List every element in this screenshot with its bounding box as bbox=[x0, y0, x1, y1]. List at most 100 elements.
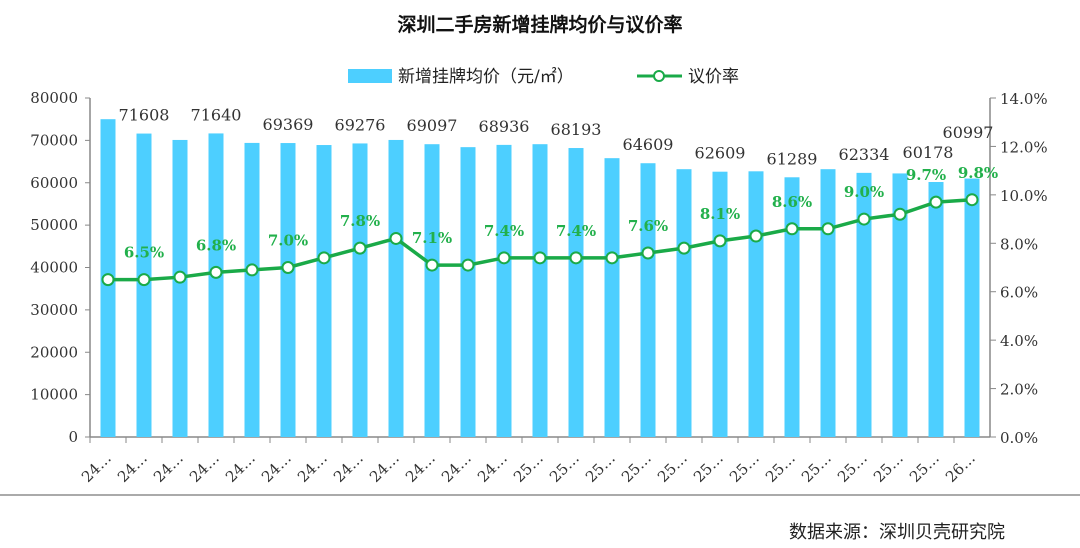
rate-point bbox=[173, 270, 187, 284]
x-tick-label: 24… bbox=[222, 449, 259, 486]
x-tick-label: 25… bbox=[582, 449, 619, 486]
rate-value-label: 9.0% bbox=[844, 183, 884, 201]
legend-bar-swatch bbox=[348, 69, 392, 83]
rate-point bbox=[353, 241, 367, 255]
x-tick-label: 24… bbox=[330, 449, 367, 486]
bar-value-label: 60178 bbox=[903, 143, 954, 162]
x-tick-label: 24… bbox=[402, 449, 439, 486]
rate-point bbox=[893, 207, 907, 221]
bar-value-label: 64609 bbox=[623, 135, 674, 154]
bar bbox=[208, 133, 224, 437]
rate-point bbox=[101, 273, 115, 287]
bar bbox=[460, 147, 476, 437]
x-tick-label: 24… bbox=[258, 449, 295, 486]
x-tick-label: 24… bbox=[294, 449, 331, 486]
bar-value-label: 68936 bbox=[479, 117, 530, 136]
rate-value-label: 7.0% bbox=[268, 232, 308, 250]
x-tick-label: 25… bbox=[798, 449, 835, 486]
bar bbox=[748, 171, 764, 437]
rate-point bbox=[461, 258, 475, 272]
rate-value-label: 6.5% bbox=[124, 244, 164, 262]
rate-point bbox=[209, 265, 223, 279]
bar bbox=[172, 139, 188, 438]
x-tick-label: 24… bbox=[366, 449, 403, 486]
y-right-tick-label: 14.0% bbox=[1000, 90, 1048, 108]
rate-point bbox=[929, 195, 943, 209]
bar-value-label: 69369 bbox=[263, 115, 314, 134]
y-left-tick-label: 80000 bbox=[30, 89, 78, 107]
y-right-tick-label: 12.0% bbox=[1000, 138, 1048, 156]
x-tick-label: 25… bbox=[870, 449, 907, 486]
x-tick-label: 25… bbox=[690, 449, 727, 486]
x-tick-label: 25… bbox=[834, 449, 871, 486]
x-tick-label: 25… bbox=[618, 449, 655, 486]
bar-value-label: 69097 bbox=[407, 116, 458, 135]
rate-point bbox=[245, 263, 259, 277]
rate-value-label: 9.7% bbox=[906, 166, 946, 184]
rate-point bbox=[425, 258, 439, 272]
rate-point bbox=[785, 222, 799, 236]
legend-bar-label: 新增挂牌均价（元/㎡） bbox=[398, 67, 574, 87]
y-left-tick-label: 0 bbox=[68, 428, 78, 446]
x-tick-label: 24… bbox=[114, 449, 151, 486]
x-tick-label: 25… bbox=[546, 449, 583, 486]
rate-point bbox=[317, 251, 331, 265]
y-left-tick-label: 70000 bbox=[30, 131, 78, 149]
rate-value-label: 7.8% bbox=[340, 212, 380, 230]
x-tick-label: 26… bbox=[942, 449, 979, 486]
rate-value-label: 7.1% bbox=[412, 229, 452, 247]
y-right-tick-label: 6.0% bbox=[1000, 284, 1038, 302]
x-tick-label: 24… bbox=[186, 449, 223, 486]
bar-value-label: 71608 bbox=[119, 106, 170, 125]
legend: 新增挂牌均价（元/㎡） 议价率 bbox=[348, 67, 739, 87]
y-left-tick-label: 40000 bbox=[30, 259, 78, 277]
bar bbox=[316, 145, 332, 437]
x-tick-label: 25… bbox=[726, 449, 763, 486]
rate-point bbox=[605, 251, 619, 265]
bar bbox=[496, 144, 512, 437]
rate-point bbox=[965, 193, 979, 207]
bar-value-label: 68193 bbox=[551, 120, 602, 139]
bar-value-label: 71640 bbox=[191, 105, 242, 124]
y-left-tick-label: 10000 bbox=[30, 386, 78, 404]
rate-value-label: 8.1% bbox=[700, 205, 740, 223]
x-tick-label: 24… bbox=[474, 449, 511, 486]
bar bbox=[244, 142, 260, 438]
rate-value-label: 7.6% bbox=[628, 217, 668, 235]
rate-value-label: 8.6% bbox=[772, 193, 812, 211]
chart-title: 深圳二手房新增挂牌均价与议价率 bbox=[397, 13, 682, 36]
rate-value-label: 7.4% bbox=[484, 222, 524, 240]
rate-point bbox=[281, 261, 295, 274]
bar bbox=[784, 177, 800, 438]
y-right-tick-label: 10.0% bbox=[1000, 187, 1048, 205]
rate-point bbox=[857, 212, 871, 226]
x-tick-label: 25… bbox=[510, 449, 547, 486]
x-tick-label: 25… bbox=[906, 449, 943, 486]
x-tick-label: 24… bbox=[150, 449, 187, 486]
bar bbox=[280, 143, 296, 437]
bar-value-label: 61289 bbox=[767, 149, 818, 168]
bar bbox=[892, 173, 908, 438]
legend-line-label: 议价率 bbox=[688, 67, 739, 87]
y-right-tick-label: 4.0% bbox=[1000, 332, 1038, 350]
bar bbox=[856, 172, 872, 437]
bar bbox=[640, 163, 656, 437]
rate-point bbox=[641, 246, 655, 260]
bar bbox=[532, 144, 548, 437]
bar-value-label: 62334 bbox=[839, 145, 890, 164]
bar bbox=[604, 158, 620, 438]
bar bbox=[388, 139, 404, 438]
rate-point bbox=[137, 273, 151, 287]
bar bbox=[820, 169, 836, 437]
source-note: 数据来源：深圳贝壳研究院 bbox=[789, 522, 1005, 543]
rate-value-label: 9.8% bbox=[958, 164, 998, 182]
rate-value-label: 6.8% bbox=[196, 236, 236, 254]
rate-point bbox=[713, 234, 727, 248]
bar-value-label: 69276 bbox=[335, 115, 386, 134]
rate-point bbox=[389, 231, 403, 245]
bar bbox=[424, 144, 440, 437]
legend-line-marker bbox=[653, 70, 665, 82]
x-tick-label: 25… bbox=[762, 449, 799, 486]
rate-point bbox=[677, 241, 691, 255]
